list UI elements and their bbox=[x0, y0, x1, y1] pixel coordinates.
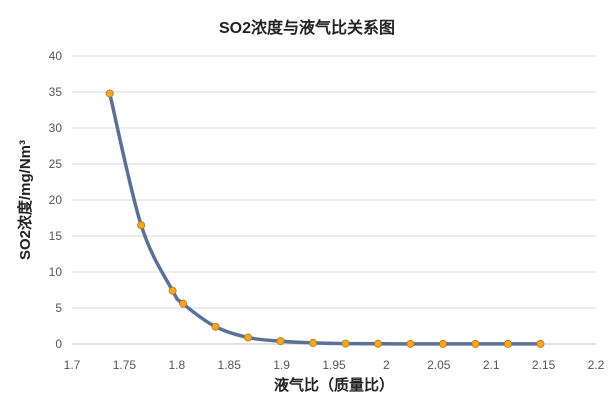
x-tick-label: 1.75 bbox=[113, 358, 137, 372]
data-point bbox=[105, 89, 114, 98]
x-tick-label: 2 bbox=[383, 358, 390, 372]
y-tick-label: 5 bbox=[55, 301, 62, 315]
x-tick-label: 2.1 bbox=[483, 358, 500, 372]
x-tick-label: 2.15 bbox=[532, 358, 556, 372]
data-point bbox=[276, 337, 285, 346]
data-point bbox=[406, 339, 415, 348]
grid-lines bbox=[72, 55, 596, 309]
data-point bbox=[471, 339, 480, 348]
data-point bbox=[536, 339, 545, 348]
data-point bbox=[438, 339, 447, 348]
data-point bbox=[341, 339, 350, 348]
y-tick-label: 25 bbox=[49, 157, 63, 171]
x-axis-label: 液气比（质量比） bbox=[274, 376, 394, 394]
data-point bbox=[244, 333, 253, 342]
x-tick-label: 1.7 bbox=[64, 358, 81, 372]
chart-title: SO2浓度与液气比关系图 bbox=[219, 18, 395, 37]
x-tick-label: 2.05 bbox=[427, 358, 451, 372]
data-point bbox=[503, 339, 512, 348]
data-point bbox=[179, 299, 188, 308]
tick-labels: 0 5 10 15 20 25 30 35 40 1.7 1.75 1.8 1.85 1.9 1.95 2 2.… bbox=[49, 49, 605, 372]
y-tick-label: 15 bbox=[49, 229, 63, 243]
data-point bbox=[211, 322, 220, 331]
data-point bbox=[374, 339, 383, 348]
y-axis-label: SO2浓度/mg/Nm³ bbox=[16, 140, 34, 260]
x-tick-label: 2.2 bbox=[588, 358, 605, 372]
y-tick-label: 40 bbox=[49, 49, 63, 63]
data-point bbox=[137, 221, 146, 230]
y-tick-label: 20 bbox=[49, 193, 63, 207]
x-tick-label: 1.95 bbox=[322, 358, 346, 372]
data-points bbox=[105, 89, 545, 348]
x-tick-label: 1.8 bbox=[168, 358, 185, 372]
data-point bbox=[309, 338, 318, 347]
series-line bbox=[107, 91, 543, 346]
data-point bbox=[168, 286, 177, 295]
series-line-layer bbox=[107, 91, 543, 346]
y-tick-label: 0 bbox=[55, 337, 62, 351]
y-tick-label: 35 bbox=[49, 85, 63, 99]
x-tick-label: 1.85 bbox=[218, 358, 242, 372]
y-tick-label: 30 bbox=[49, 121, 63, 135]
x-tick-label: 1.9 bbox=[273, 358, 290, 372]
y-tick-label: 10 bbox=[49, 265, 63, 279]
